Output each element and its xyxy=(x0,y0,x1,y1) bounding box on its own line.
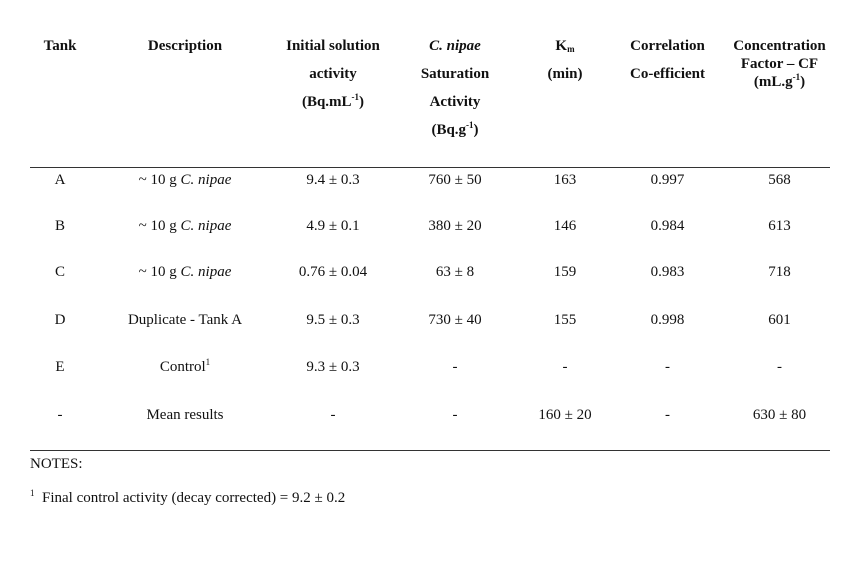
cell-correlation: 0.998 xyxy=(650,312,685,328)
cell-description: ~ 10 g C. nipae xyxy=(138,264,232,280)
cell-km: 159 xyxy=(553,264,577,280)
cell-initial: 0.76 ± 0.04 xyxy=(298,264,368,280)
footnote-ref: 1 xyxy=(205,357,211,367)
cell-initial: 9.4 ± 0.3 xyxy=(306,172,360,188)
header-correlation: Correlation Co-efficient xyxy=(630,38,705,82)
cell-description: Duplicate - Tank A xyxy=(127,312,243,328)
cell-saturation: - xyxy=(452,359,458,375)
cell-saturation: - xyxy=(452,407,458,423)
cell-initial: 9.5 ± 0.3 xyxy=(306,312,360,328)
cell-saturation: 760 ± 50 xyxy=(428,172,482,188)
cell-cf: 601 xyxy=(768,312,791,328)
cell-initial: 4.9 ± 0.1 xyxy=(306,218,360,234)
cell-description: Mean results xyxy=(146,407,224,423)
header-rule xyxy=(30,167,830,168)
cell-correlation: - xyxy=(665,359,670,375)
cell-km: 163 xyxy=(553,172,577,188)
footnote-marker: 1 xyxy=(30,488,35,498)
cell-cf: - xyxy=(777,359,782,375)
cell-tank: B xyxy=(54,218,65,234)
cell-km: 146 xyxy=(553,218,577,234)
cell-tank: D xyxy=(54,312,66,328)
header-concentration-factor: Concentration Factor – CF (mL.g-1) xyxy=(733,38,826,90)
cell-cf: 568 xyxy=(768,172,791,188)
cell-saturation: 63 ± 8 xyxy=(435,264,475,280)
cell-description: ~ 10 g C. nipae xyxy=(138,172,232,188)
cell-correlation: 0.997 xyxy=(650,172,685,188)
cell-tank: E xyxy=(55,359,65,375)
cell-cf: 613 xyxy=(768,218,791,234)
cell-km: 160 ± 20 xyxy=(538,407,592,423)
cell-description: Control1 xyxy=(159,357,211,376)
cell-saturation: 380 ± 20 xyxy=(428,218,482,234)
cell-tank: - xyxy=(57,407,63,423)
cell-initial: - xyxy=(330,407,336,423)
cell-cf: 630 ± 80 xyxy=(752,407,807,423)
cell-tank: C xyxy=(54,264,65,280)
cell-km: - xyxy=(562,359,568,375)
cell-saturation: 730 ± 40 xyxy=(428,312,482,328)
cell-initial: 9.3 ± 0.3 xyxy=(306,359,360,375)
notes-label: NOTES: xyxy=(30,456,83,472)
cell-correlation: 0.983 xyxy=(650,264,685,280)
cell-cf: 718 xyxy=(768,264,791,280)
bottom-rule xyxy=(30,450,830,451)
header-km: Km (min) xyxy=(547,38,583,82)
footnote: 1 Final control activity (decay correcte… xyxy=(30,488,346,507)
cell-km: 155 xyxy=(553,312,577,328)
footnote-text: Final control activity (decay corrected)… xyxy=(42,490,346,506)
header-saturation-activity: C. nipae Saturation Activity (Bq.g-1) xyxy=(420,38,490,138)
cell-description: ~ 10 g C. nipae xyxy=(138,218,232,234)
cell-tank: A xyxy=(54,172,66,188)
header-initial-activity: Initial solution activity (Bq.mL-1) xyxy=(286,38,380,110)
header-description: Description xyxy=(147,38,223,54)
header-tank: Tank xyxy=(43,38,77,54)
cell-correlation: - xyxy=(665,407,670,423)
cell-correlation: 0.984 xyxy=(650,218,685,234)
